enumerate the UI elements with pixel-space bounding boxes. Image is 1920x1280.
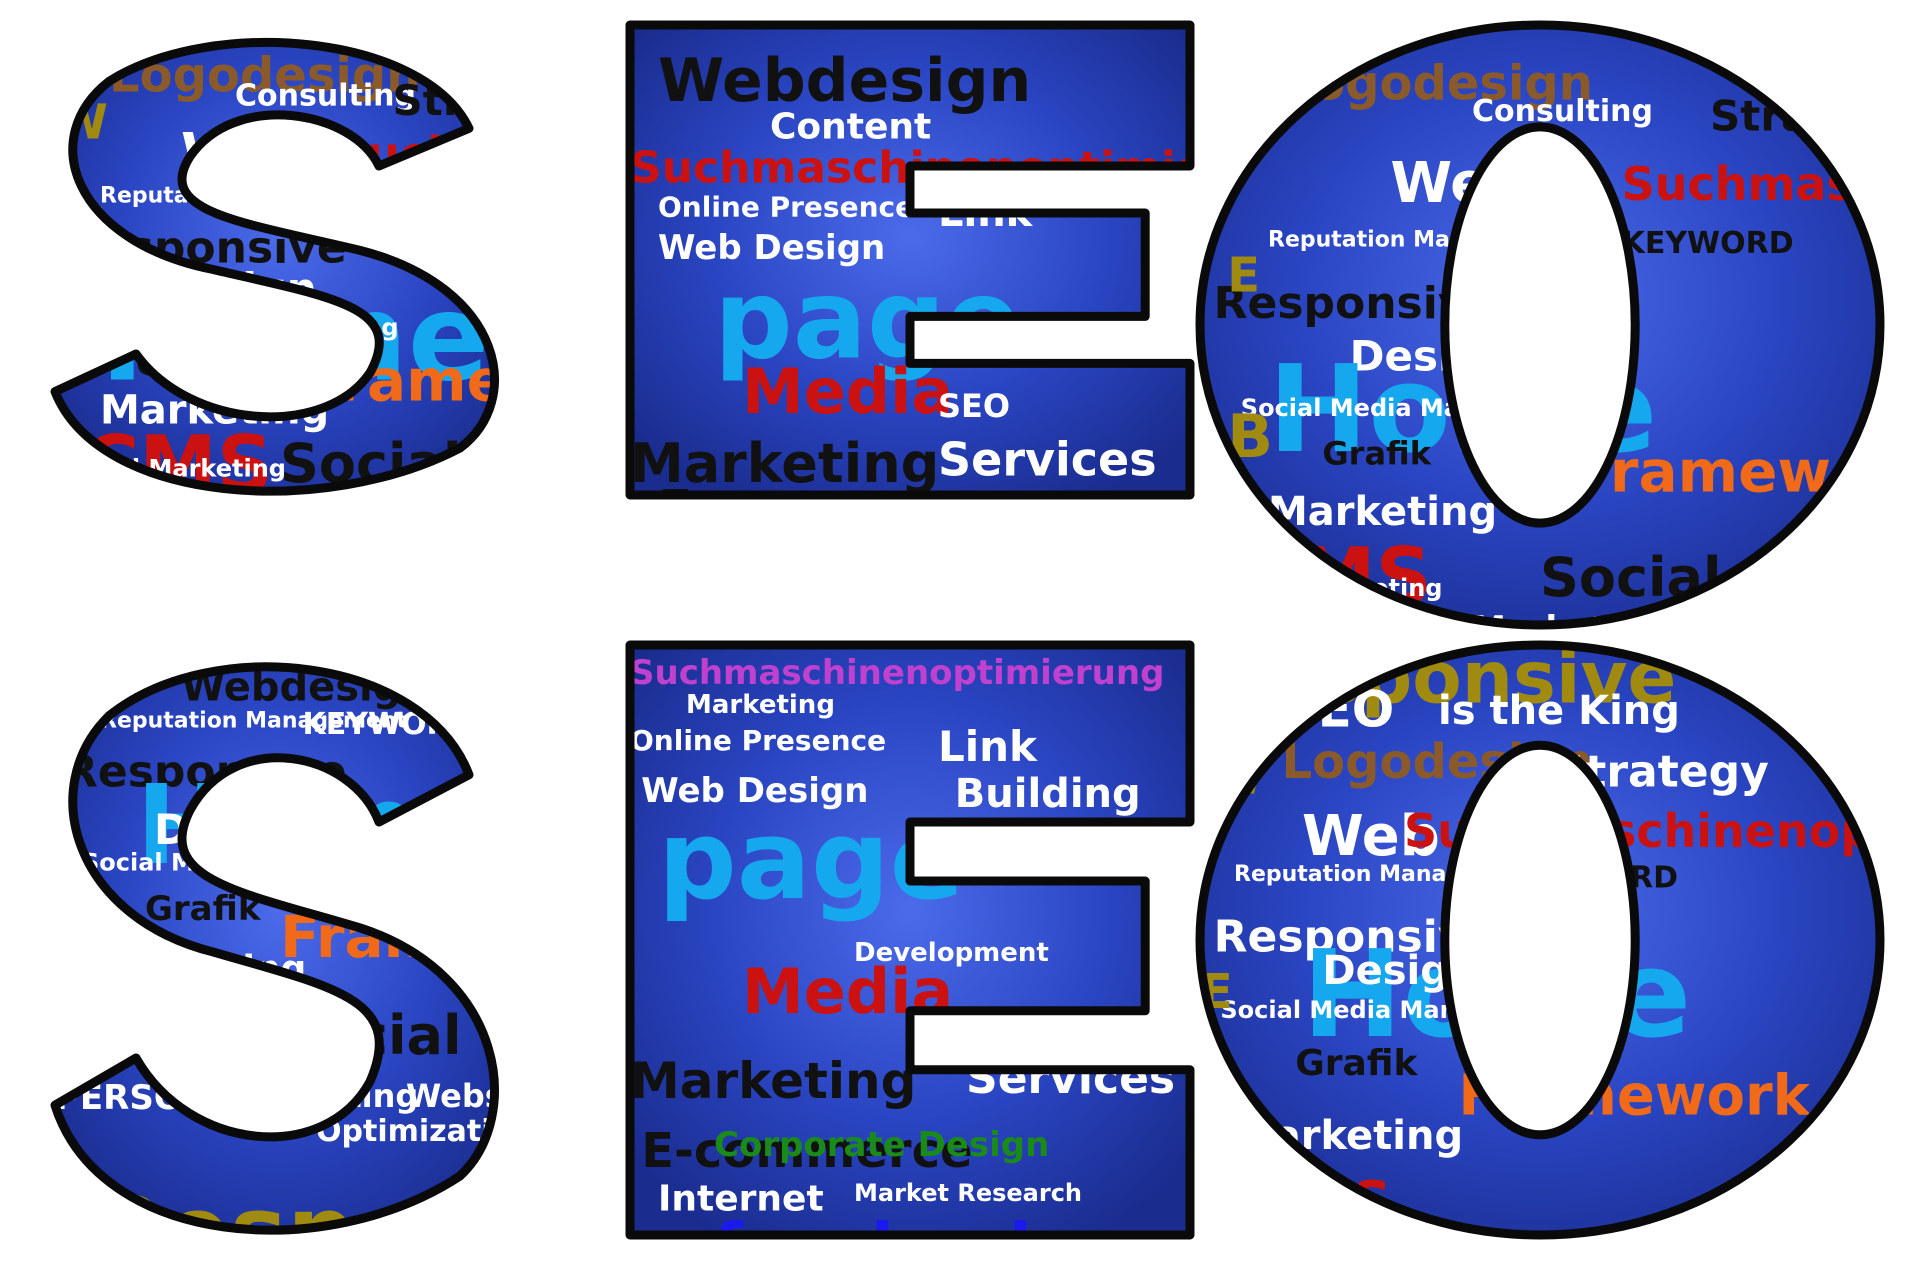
word-personas: PERSONAS	[1200, 609, 1407, 649]
word-online-presence: Online Presence	[658, 191, 914, 224]
word-viral-marketing: Viral Marketing	[78, 1033, 269, 1058]
word-link: Link	[938, 722, 1038, 771]
word-market-research: Market Research	[854, 1179, 1082, 1207]
letter-e-top: WebdesignContentSuchmaschinenoptimierung…	[625, 20, 1195, 524]
word-social-media-marketing: Social Media Marketing	[1241, 394, 1558, 422]
word-web: Web	[1302, 804, 1440, 869]
word-framework: Framework	[1458, 1064, 1811, 1129]
letter-outline	[625, 640, 1195, 1240]
word-reputation: Reputation Management	[1268, 228, 1576, 253]
word-letter-b: B	[1200, 1051, 1246, 1121]
word-marketing: Marketing	[630, 1052, 916, 1110]
word-consulting: Consulting	[1472, 94, 1653, 129]
word-ecommerce: E-commerce	[641, 1123, 972, 1179]
word-web-design: Web Design	[641, 771, 868, 811]
letters-layer: LogodesignConsultingStrategyWebSuchmasch…	[50, 20, 1920, 1280]
word-framework: Framework	[280, 903, 645, 971]
word-reputation: Reputation Management	[100, 709, 408, 734]
word-corporate-design: Corporate Design	[714, 1125, 1049, 1165]
word-keyword: KEYWORD	[1506, 860, 1678, 895]
word-seo: SEO	[938, 387, 1010, 425]
letter-e-bottom: SuchmaschinenoptimierungMarketingOnline …	[625, 640, 1195, 1280]
word-letter-e: E	[1227, 247, 1260, 303]
word-letter-b: B	[73, 898, 119, 968]
letter-outline	[1195, 640, 1885, 1240]
word-webdesign: Webdesign	[658, 46, 1031, 116]
word-web-design: Web Design	[658, 228, 885, 268]
word-keyword: KEYWORD	[334, 182, 506, 217]
word-design: Design	[1322, 948, 1477, 994]
word-page: page	[658, 796, 964, 924]
word-social-media-marketing: Social Media Marketing	[82, 314, 399, 342]
word-suchmaschinenoptimierung: Suchmaschinenoptimierung	[1622, 157, 1920, 211]
letter-fill	[630, 25, 1190, 495]
letter-outline	[50, 662, 499, 1235]
word-search: SEARCH	[1506, 913, 1642, 948]
word-grafik: Grafik	[1322, 435, 1431, 473]
word-letter-w: W	[1200, 115, 1253, 171]
word-content: Content	[770, 106, 931, 147]
word-cms: CMS	[91, 990, 262, 1072]
word-framework: Framework	[1574, 437, 1920, 505]
word-responsive: Responsive	[91, 1176, 708, 1280]
word-marketing: Marketing	[1268, 489, 1497, 535]
word-consulting: Consulting	[235, 78, 416, 113]
word-services: Services	[938, 432, 1157, 486]
word-marketing: Marketing	[630, 432, 939, 495]
word-framework: Framework	[303, 346, 668, 414]
word-reputation: Reputation Management	[1234, 862, 1542, 887]
word-keyword: KEYWORD	[1622, 226, 1794, 261]
word-social: Social	[1540, 546, 1721, 609]
word-reputation: Reputation Management	[100, 183, 408, 208]
word-strategy: Strategy	[1710, 92, 1915, 141]
word-facebook: facebook	[714, 1209, 1055, 1280]
letter-outline	[50, 38, 499, 496]
word-online-presence: Online Presence	[630, 724, 886, 757]
word-web: Web	[181, 122, 319, 187]
word-corporate-design: Corporate Design	[714, 486, 1030, 524]
word-social-media-marketing: Social Media Marketing	[1220, 996, 1537, 1024]
word-website: Website	[406, 1077, 552, 1115]
word-marketing: Marketing	[235, 1077, 418, 1115]
word-optimization: Optimization	[316, 1114, 533, 1149]
word-grafik: Grafik	[1295, 1043, 1418, 1084]
letter-outline	[625, 20, 1195, 500]
letter-outline	[1195, 20, 1885, 630]
letter-fill	[630, 645, 1190, 1235]
word-internet: Internet	[658, 1179, 824, 1220]
word-marketing: Marketing	[686, 690, 835, 720]
word-cms: CMS	[1254, 1170, 1391, 1235]
word-building: Building	[955, 771, 1141, 817]
word-suchmaschinenoptimierung: Suchmaschinenoptimierung	[630, 653, 1164, 693]
word-services: Services	[966, 1053, 1175, 1104]
word-is-the-king: is the King	[1438, 688, 1680, 734]
word-social-media-marketing: Social Media Marketing	[82, 849, 399, 877]
word-development: Development	[854, 938, 1049, 968]
